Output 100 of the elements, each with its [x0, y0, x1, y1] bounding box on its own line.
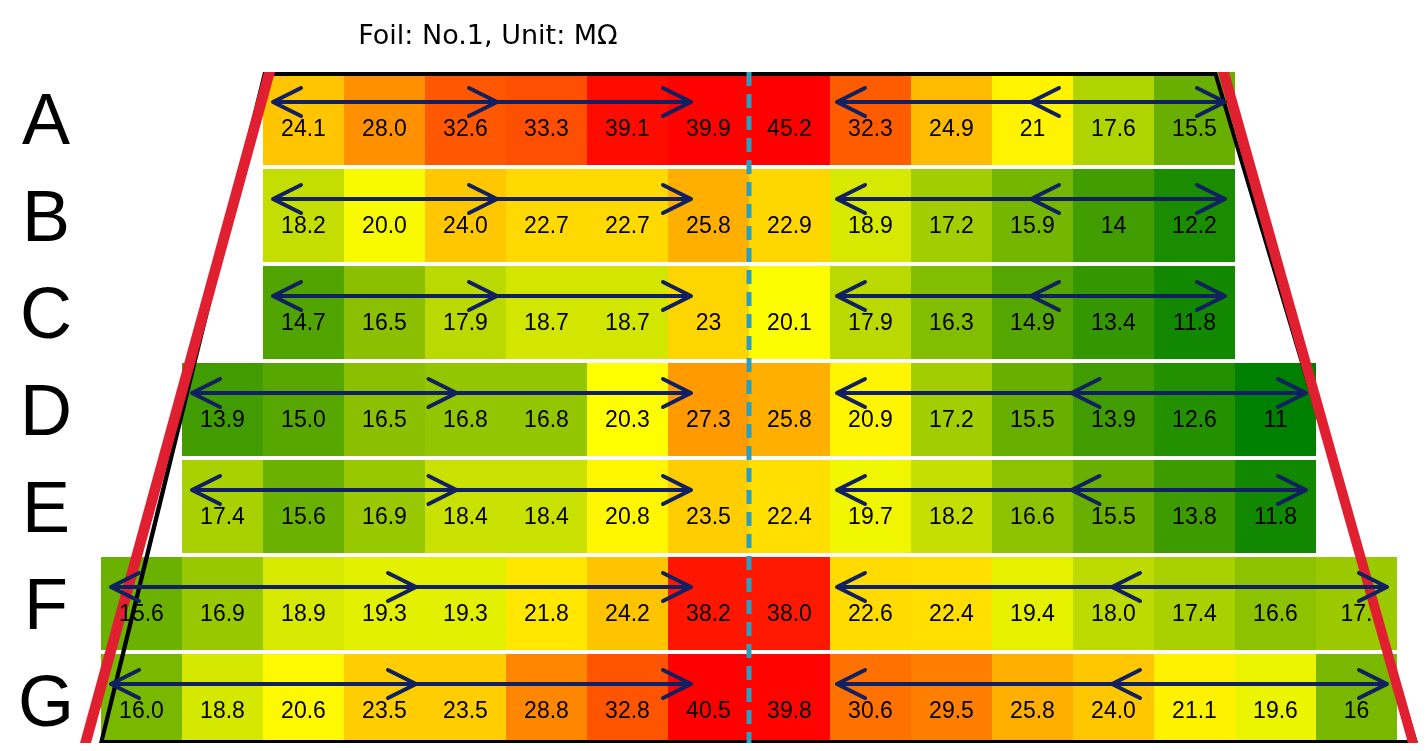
data-label: 19.4 — [1010, 600, 1056, 626]
data-label: 18.8 — [200, 697, 245, 723]
data-label: 12.6 — [1172, 406, 1217, 432]
data-label: 24.2 — [605, 600, 650, 626]
data-label: 20.0 — [362, 212, 407, 238]
data-label: 25.8 — [686, 212, 731, 238]
data-label: 18.4 — [524, 503, 570, 529]
data-label: 15.6 — [281, 503, 326, 529]
data-label: 13.4 — [1091, 309, 1137, 335]
data-label: 16.0 — [119, 697, 164, 723]
y-tick-label: A — [21, 78, 71, 159]
data-label: 23.5 — [362, 697, 407, 723]
data-label: 32.8 — [605, 697, 650, 723]
data-label: 19.7 — [848, 503, 893, 529]
data-label: 18.7 — [605, 309, 650, 335]
data-label: 18.7 — [524, 309, 569, 335]
data-label: 39.8 — [767, 697, 812, 723]
data-label: 27.3 — [686, 406, 731, 432]
data-label: 23.5 — [686, 503, 731, 529]
data-label: 40.5 — [686, 697, 731, 723]
data-label: 28.8 — [524, 697, 569, 723]
data-label: 21.8 — [524, 600, 569, 626]
data-label: 20.8 — [605, 503, 650, 529]
data-label: 28.0 — [362, 115, 407, 141]
data-label: 15.9 — [1010, 212, 1055, 238]
data-label: 15.0 — [281, 406, 326, 432]
data-label: 12.2 — [1172, 212, 1217, 238]
data-label: 15.5 — [1091, 503, 1136, 529]
data-label: 33.3 — [524, 115, 569, 141]
data-label: 45.2 — [767, 115, 812, 141]
data-label: 21 — [1019, 115, 1046, 141]
data-label: 17.4 — [200, 503, 246, 529]
data-label: 17.4 — [1172, 600, 1218, 626]
data-label: 19.6 — [1253, 697, 1298, 723]
data-label: 14.9 — [1010, 309, 1055, 335]
data-label: 18.0 — [1091, 600, 1136, 626]
data-label: 11.8 — [1172, 309, 1217, 335]
data-label: 16.5 — [362, 309, 407, 335]
data-label: 15.5 — [1010, 406, 1055, 432]
data-label: 13.9 — [200, 406, 245, 432]
data-label: 15.5 — [1172, 115, 1217, 141]
data-label: 22.9 — [767, 212, 812, 238]
data-label: 23.5 — [443, 697, 488, 723]
data-label: 11 — [1263, 406, 1288, 432]
data-label: 20.3 — [605, 406, 650, 432]
data-label: 39.1 — [605, 115, 650, 141]
data-label: 17.2 — [929, 406, 974, 432]
data-label: 19.3 — [362, 600, 407, 626]
y-tick-label: D — [20, 369, 72, 450]
y-tick-label: C — [20, 272, 72, 353]
data-label: 16.9 — [200, 600, 245, 626]
data-label: 13.8 — [1172, 503, 1217, 529]
data-label: 16.8 — [443, 406, 488, 432]
data-label: 17.2 — [929, 212, 974, 238]
data-label: 18.2 — [929, 503, 974, 529]
data-label: 19.3 — [443, 600, 488, 626]
y-tick-label: E — [21, 466, 71, 547]
data-label: 22.7 — [605, 212, 650, 238]
data-label: 16.6 — [1253, 600, 1298, 626]
data-label: 13.9 — [1091, 406, 1136, 432]
data-label: 14.7 — [281, 309, 326, 335]
data-label: 20.6 — [281, 697, 326, 723]
data-label: 17.9 — [443, 309, 488, 335]
data-label: 24.1 — [281, 115, 326, 141]
data-label: 18.9 — [281, 600, 326, 626]
chart-title: Foil: No.1, Unit: MΩ — [358, 19, 618, 50]
data-label: 32.6 — [443, 115, 488, 141]
data-label: 16.3 — [929, 309, 974, 335]
data-label: 39.9 — [686, 115, 731, 141]
data-label: 25.8 — [767, 406, 812, 432]
data-label: 17.6 — [1091, 115, 1136, 141]
data-label: 22.4 — [767, 503, 813, 529]
data-label: 22.6 — [848, 600, 893, 626]
data-label: 29.5 — [929, 697, 974, 723]
data-label: 18.4 — [443, 503, 489, 529]
data-label: 16.9 — [362, 503, 407, 529]
data-label: 23 — [695, 309, 722, 335]
data-label: 20.9 — [848, 406, 893, 432]
data-label: 38.2 — [686, 600, 731, 626]
y-tick-label: B — [21, 175, 71, 256]
data-label: 11.8 — [1253, 503, 1298, 529]
data-label: 38.0 — [767, 600, 812, 626]
data-label: 18.2 — [281, 212, 326, 238]
data-label: 16.6 — [1010, 503, 1055, 529]
data-label: 22.4 — [929, 600, 975, 626]
data-label: 18.9 — [848, 212, 893, 238]
data-label: 22.7 — [524, 212, 569, 238]
data-label: 25.8 — [1010, 697, 1055, 723]
data-label: 16 — [1343, 697, 1370, 723]
data-label: 30.6 — [848, 697, 893, 723]
data-label: 24.0 — [1091, 697, 1136, 723]
y-tick-label: G — [17, 660, 75, 741]
data-label: 17. — [1340, 600, 1373, 626]
data-label: 20.1 — [767, 309, 812, 335]
data-label: 17.9 — [848, 309, 893, 335]
data-label: 32.3 — [848, 115, 893, 141]
data-label: 24.9 — [929, 115, 974, 141]
data-label: 14 — [1100, 212, 1127, 238]
y-tick-label: F — [24, 563, 68, 644]
data-label: 21.1 — [1172, 697, 1217, 723]
